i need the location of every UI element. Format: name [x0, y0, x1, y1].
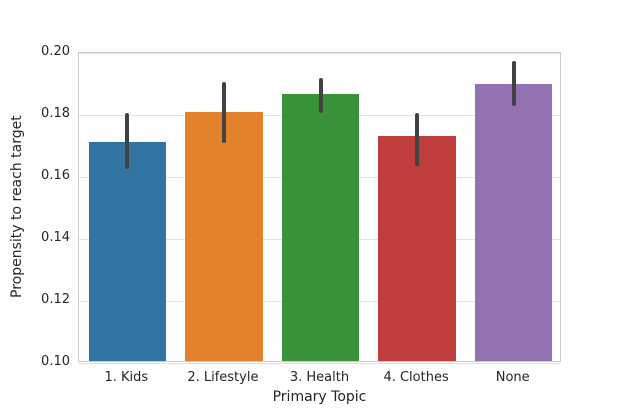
x-axis-label: Primary Topic [272, 389, 367, 405]
gridline [79, 362, 560, 364]
y-tick-label: 0.12 [41, 292, 70, 307]
x-tick-label: 1. Kids [104, 370, 149, 385]
error-bar [415, 112, 420, 167]
x-tick-label: 3. Health [289, 370, 350, 385]
bar-3-health [281, 94, 360, 361]
y-tick-label: 0.10 [41, 354, 70, 369]
gridline [79, 52, 560, 54]
y-tick-label: 0.20 [41, 44, 70, 59]
y-axis-label: Propensity to reach target [9, 115, 25, 299]
bar-2-lifestyle [185, 112, 263, 361]
bar-none [475, 83, 553, 361]
error-bar [318, 78, 323, 114]
error-bar [125, 113, 130, 170]
bar-4-clothes [378, 136, 456, 361]
error-bar [221, 82, 226, 143]
y-tick-label: 0.14 [41, 230, 70, 245]
y-tick-label: 0.18 [41, 106, 70, 121]
y-tick-label: 0.16 [41, 168, 70, 183]
bar-1-kids [88, 142, 166, 361]
error-bar [511, 60, 516, 106]
x-tick-label: None [495, 370, 530, 385]
plot-area [78, 52, 561, 364]
x-tick-label: 4. Clothes [383, 370, 449, 385]
x-tick-label: 2. Lifestyle [187, 370, 259, 385]
